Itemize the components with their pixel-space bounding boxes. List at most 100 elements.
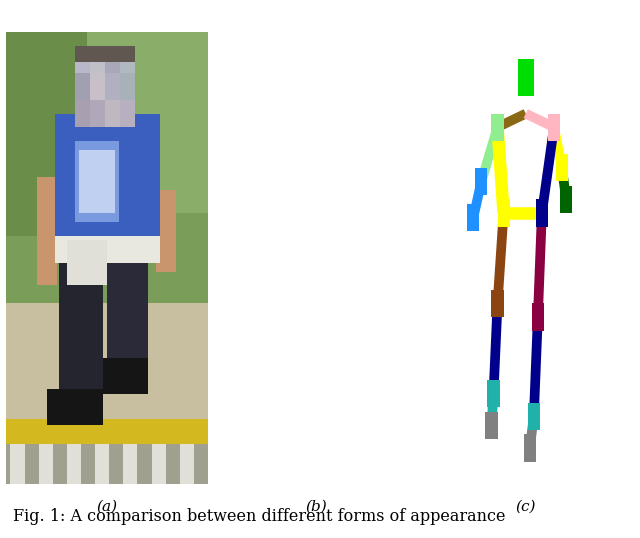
Bar (343, 171, 350, 187)
Bar (298, 273, 305, 289)
Bar (313, 47, 321, 63)
Bar (348, 115, 355, 132)
Bar (324, 277, 332, 293)
Bar (330, 437, 338, 454)
Bar (323, 259, 330, 275)
Bar (264, 188, 271, 204)
Bar (271, 159, 278, 176)
Bar (311, 105, 318, 122)
Bar (319, 298, 326, 315)
Bar (292, 370, 300, 386)
Bar (324, 98, 331, 115)
Bar (314, 417, 321, 434)
Bar (319, 159, 326, 175)
Bar (341, 121, 348, 137)
Bar (327, 175, 334, 191)
Bar (328, 130, 335, 146)
Bar (312, 312, 320, 328)
Bar (348, 165, 355, 181)
Bar (180, 443, 194, 484)
Bar (284, 254, 291, 271)
Bar (301, 310, 308, 327)
Text: (b): (b) (306, 500, 327, 514)
Bar (335, 270, 343, 286)
Bar (312, 148, 319, 164)
Bar (318, 84, 325, 100)
Bar (302, 139, 310, 155)
Bar (75, 46, 90, 73)
Bar (497, 200, 509, 226)
Bar (346, 140, 353, 157)
Bar (312, 99, 319, 115)
Bar (532, 303, 544, 330)
Bar (280, 444, 288, 460)
Bar (336, 308, 343, 324)
Bar (302, 385, 309, 401)
Bar (321, 229, 328, 245)
Bar (289, 131, 297, 147)
Bar (299, 115, 306, 131)
Bar (275, 119, 283, 135)
Bar (323, 151, 330, 167)
Bar (316, 210, 323, 226)
Bar (286, 343, 293, 359)
Bar (294, 215, 301, 231)
Bar (294, 256, 301, 272)
Bar (152, 443, 166, 484)
Bar (309, 291, 316, 307)
Bar (302, 217, 309, 233)
Bar (156, 190, 176, 272)
Bar (79, 150, 115, 213)
Bar (6, 419, 208, 443)
Bar (319, 145, 326, 161)
Bar (314, 79, 321, 95)
Bar (291, 438, 298, 454)
Bar (294, 270, 301, 286)
Bar (349, 225, 356, 242)
Bar (321, 455, 329, 471)
Bar (316, 67, 323, 83)
Bar (279, 288, 286, 305)
Bar (345, 241, 353, 258)
Bar (560, 186, 572, 213)
Bar (287, 122, 294, 138)
Bar (280, 448, 287, 464)
Bar (103, 358, 148, 394)
Bar (340, 149, 348, 165)
Bar (312, 287, 319, 303)
Bar (307, 333, 314, 350)
Bar (349, 111, 356, 128)
Bar (349, 151, 356, 167)
Bar (300, 138, 307, 154)
Bar (90, 100, 105, 127)
Bar (288, 130, 295, 146)
Bar (325, 271, 333, 287)
Text: Fig. 1: A comparison between different forms of appearance: Fig. 1: A comparison between different f… (13, 507, 506, 525)
Bar (311, 452, 319, 469)
Bar (273, 100, 281, 116)
Bar (293, 275, 300, 291)
Bar (292, 324, 300, 341)
Bar (295, 352, 302, 369)
Bar (289, 433, 296, 449)
Bar (321, 157, 328, 173)
Bar (75, 100, 90, 127)
Bar (301, 62, 308, 79)
Bar (337, 307, 345, 323)
Bar (304, 148, 312, 165)
Bar (284, 345, 292, 362)
Bar (348, 142, 355, 159)
Bar (317, 97, 324, 114)
Bar (90, 73, 105, 100)
Bar (320, 433, 327, 449)
Bar (305, 146, 312, 162)
Bar (38, 443, 52, 484)
Bar (332, 307, 339, 323)
Bar (313, 162, 321, 179)
Bar (308, 319, 316, 335)
Bar (47, 390, 103, 426)
Bar (258, 212, 266, 228)
Bar (548, 114, 560, 141)
Bar (467, 204, 479, 231)
Bar (326, 440, 334, 456)
